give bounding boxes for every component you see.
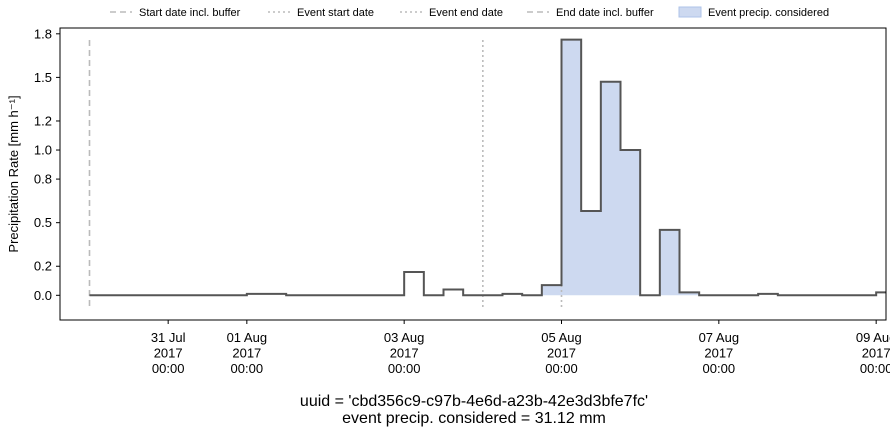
y-axis-ticks: 0.0 0.2 0.5 0.8 1.0 1.2 1.5 1.8 [34,26,60,303]
legend-label: End date incl. buffer [556,7,654,19]
x-tick-label: 01 Aug [227,330,268,345]
x-tick-label: 00:00 [152,361,185,376]
legend: Start date incl. buffer Event start date E… [110,6,829,19]
legend-label: Start date incl. buffer [139,7,241,19]
x-tick-label: 00:00 [231,361,264,376]
y-tick-label: 0.8 [34,172,52,187]
axes [59,27,887,321]
precip-step-line [89,38,886,297]
legend-label: Event precip. considered [708,7,829,19]
y-axis-label: Precipitation Rate [mm h⁻¹] [6,95,21,252]
x-tick-label: 31 Jul [151,330,186,345]
x-tick-label: 00:00 [703,361,736,376]
y-tick-label: 0.0 [34,288,52,303]
x-tick-label: 2017 [390,346,419,361]
considered-precip-fill [541,39,700,296]
y-tick-label: 1.8 [34,26,52,41]
caption-uuid: uuid = 'cbd356c9-c97b-4e6d-a23b-42e3d3bf… [300,393,648,410]
legend-label: Event start date [297,7,374,19]
event-date-lines [88,40,563,308]
precip-step-line-group [89,38,886,297]
x-tick-label: 00:00 [388,361,421,376]
x-tick-label: 2017 [154,346,183,361]
considered-precip-area [541,39,700,296]
x-tick-label: 2017 [862,346,890,361]
x-tick-label: 05 Aug [541,330,582,345]
y-tick-label: 0.5 [34,215,52,230]
x-tick-label: 09 Aug [856,330,890,345]
x-tick-label: 2017 [704,346,733,361]
x-tick-label: 2017 [547,346,576,361]
x-tick-label: 07 Aug [699,330,740,345]
x-tick-label: 2017 [232,346,261,361]
legend-label: Event end date [429,7,503,19]
x-tick-label: 00:00 [860,361,890,376]
y-tick-label: 1.5 [34,70,52,85]
y-tick-label: 0.2 [34,259,52,274]
plot-frame [59,27,887,321]
legend-patch-considered [678,6,702,18]
y-tick-label: 1.2 [34,113,52,128]
x-tick-label: 03 Aug [384,330,425,345]
caption-event-precip: event precip. considered = 31.12 mm [342,410,606,427]
y-tick-label: 1.0 [34,143,52,158]
x-tick-label: 00:00 [545,361,578,376]
